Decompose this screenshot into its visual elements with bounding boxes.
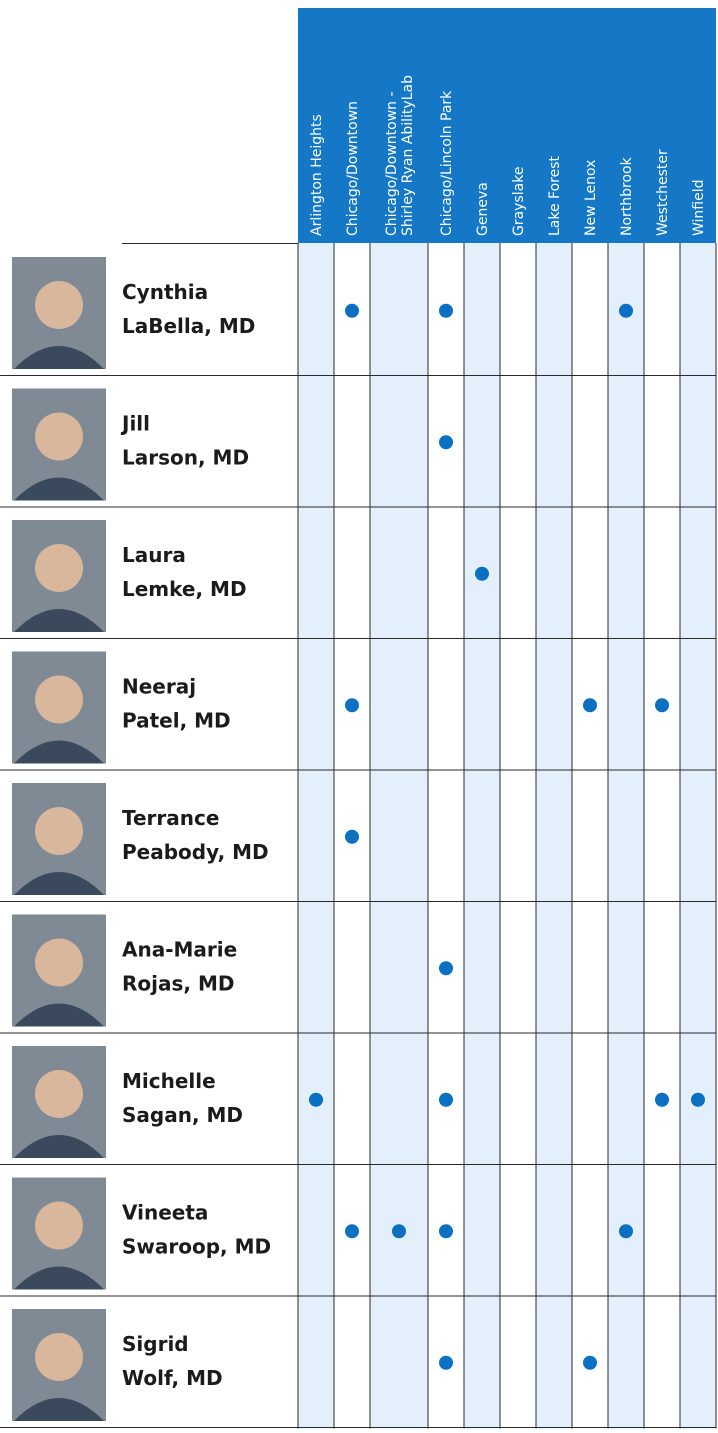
location-dot (439, 1356, 453, 1370)
provider-first-name: Neeraj (122, 674, 196, 698)
provider-first-name: Ana-Marie (122, 937, 237, 961)
location-dot (345, 830, 359, 844)
column-body (428, 243, 464, 1429)
column-label: Winfield (691, 179, 707, 236)
column-body (608, 243, 644, 1429)
provider-last-name: Sagan, MD (122, 1103, 243, 1127)
column-label: New Lenox (583, 160, 599, 236)
photo-face (35, 413, 83, 461)
location-dot (392, 1224, 406, 1238)
column-label: Shirley Ryan AbilityLab (400, 75, 416, 236)
column-body (680, 243, 716, 1429)
provider-last-name: Peabody, MD (122, 840, 269, 864)
photo-face (35, 544, 83, 592)
column-body (536, 243, 572, 1429)
location-dot (345, 698, 359, 712)
photo-face (35, 1070, 83, 1118)
provider-first-name: Sigrid (122, 1332, 189, 1356)
provider-table: Arlington Heights Chicago/Downtown Chicago… (0, 0, 718, 1429)
provider-last-name: Larson, MD (122, 445, 249, 469)
photo-face (35, 939, 83, 987)
location-dot (439, 304, 453, 318)
provider-last-name: Patel, MD (122, 708, 231, 732)
provider-first-name: Cynthia (122, 280, 208, 304)
column-body (298, 243, 334, 1429)
provider-first-name: Terrance (122, 806, 219, 830)
column-body (572, 243, 608, 1429)
location-dot (583, 1356, 597, 1370)
column-label: Westchester (655, 149, 671, 236)
column-label: Grayslake (511, 167, 527, 236)
provider-last-name: Swaroop, MD (122, 1234, 271, 1258)
location-dot (619, 1224, 633, 1238)
column-body (370, 243, 428, 1429)
photo-face (35, 1333, 83, 1381)
photo-face (35, 676, 83, 724)
provider-last-name: Wolf, MD (122, 1366, 223, 1390)
column-label: Geneva (475, 182, 491, 236)
location-dot (619, 304, 633, 318)
column-label: Arlington Heights (309, 114, 325, 236)
location-dot (691, 1093, 705, 1107)
location-dot (345, 304, 359, 318)
page: Arlington Heights Chicago/Downtown Chicago… (0, 0, 718, 1429)
column-body (464, 243, 500, 1429)
column-label: Lake Forest (547, 155, 563, 236)
column-label: Chicago/Downtown (345, 101, 361, 236)
location-dot (655, 698, 669, 712)
provider-first-name: Jill (120, 411, 150, 435)
column-label: Northbrook (619, 156, 635, 236)
provider-first-name: Laura (122, 543, 186, 567)
provider-last-name: LaBella, MD (122, 314, 255, 338)
provider-first-name: Michelle (122, 1069, 216, 1093)
location-dot (439, 961, 453, 975)
column-body (500, 243, 536, 1429)
location-dot (439, 435, 453, 449)
provider-first-name: Vineeta (122, 1200, 208, 1224)
photo-face (35, 1202, 83, 1250)
location-dot (439, 1093, 453, 1107)
provider-last-name: Rojas, MD (122, 971, 234, 995)
location-dot (345, 1224, 359, 1238)
location-dot (583, 698, 597, 712)
location-dot (475, 567, 489, 581)
column-label: Chicago/Lincoln Park (439, 90, 455, 236)
provider-last-name: Lemke, MD (122, 577, 247, 601)
photo-face (35, 281, 83, 329)
column-body (644, 243, 680, 1429)
location-dot (439, 1224, 453, 1238)
column-label: Chicago/Downtown - (384, 91, 400, 236)
photo-face (35, 807, 83, 855)
location-dot (655, 1093, 669, 1107)
location-dot (309, 1093, 323, 1107)
